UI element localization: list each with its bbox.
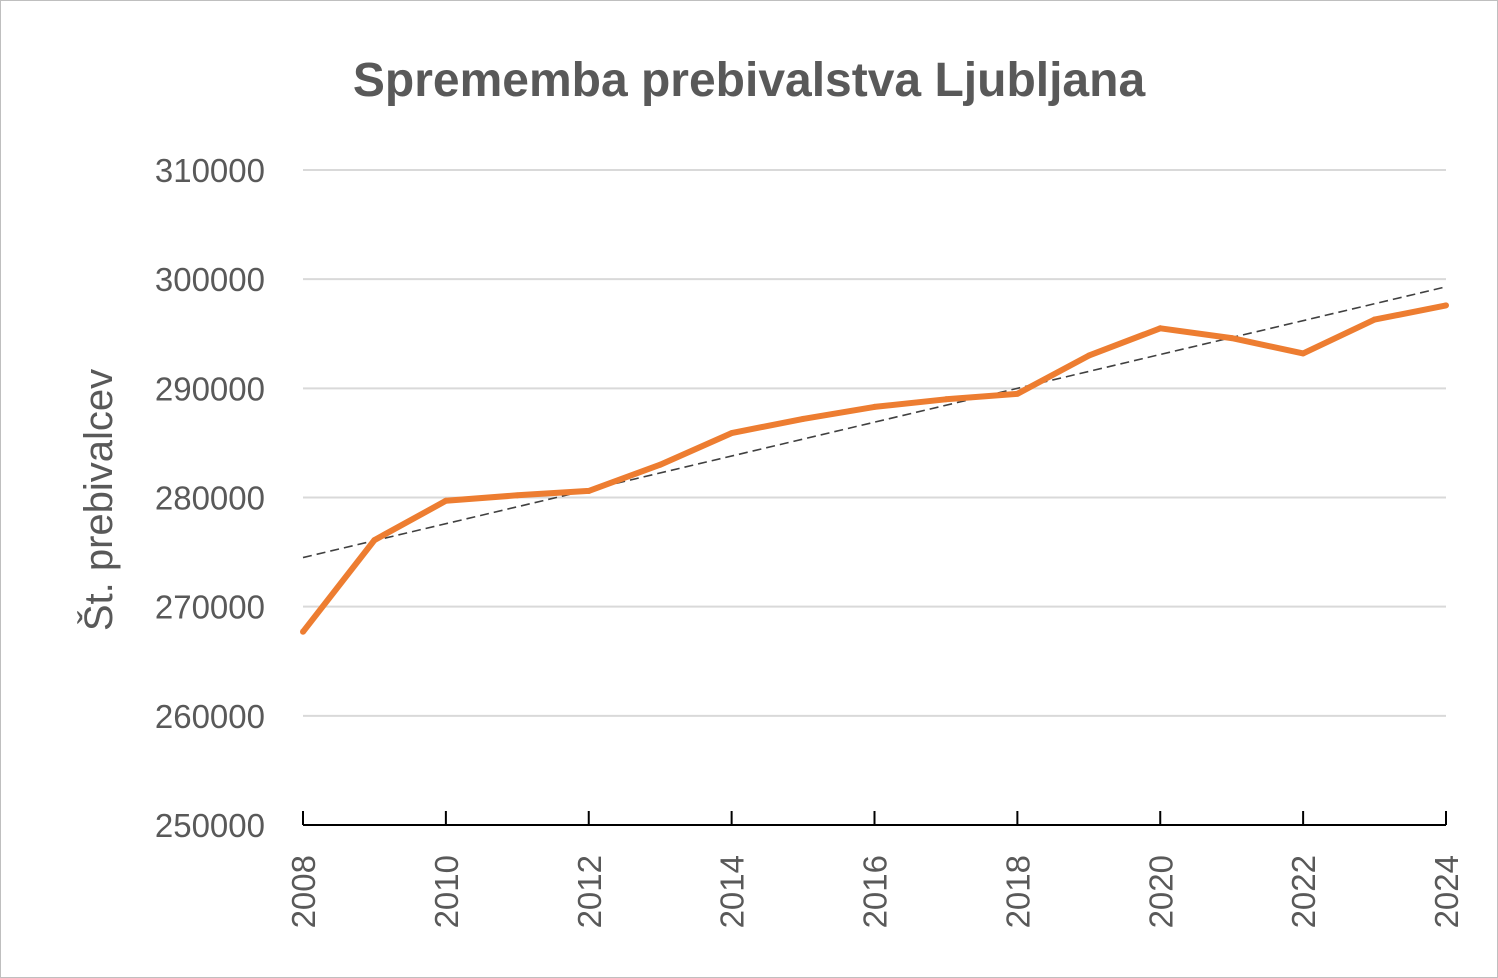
x-tick-label: 2012: [571, 855, 608, 928]
data-point: [1228, 335, 1235, 342]
x-tick-label: 2010: [428, 855, 465, 928]
y-tick-label: 270000: [155, 589, 265, 626]
data-point: [657, 461, 664, 468]
trendline-group: [302, 286, 1447, 559]
data-point: [1443, 302, 1449, 309]
x-tick-label: 2024: [1428, 855, 1465, 928]
data-point: [1371, 316, 1378, 323]
series-line: [300, 302, 1447, 634]
series-group: [300, 302, 1449, 635]
y-tick-label: 280000: [155, 480, 265, 517]
data-point: [1085, 352, 1092, 359]
y-tick-label: 300000: [155, 261, 265, 298]
data-point: [1014, 390, 1021, 397]
chart-title: Sprememba prebivalstva Ljubljana: [353, 54, 1146, 107]
x-tick-label: 2022: [1285, 855, 1322, 928]
x-tick-label: 2016: [857, 855, 894, 928]
y-tick-label: 290000: [155, 370, 265, 407]
data-point: [300, 628, 306, 635]
trendline: [302, 286, 1447, 559]
data-point: [514, 492, 521, 499]
y-tick-label: 310000: [155, 152, 265, 189]
y-tick-label: 250000: [155, 807, 265, 844]
x-tick-label: 2020: [1142, 855, 1179, 928]
x-axis: 2008 2010 2012 2014 2016 2018 2020 2022 2024: [285, 811, 1465, 928]
data-point: [585, 487, 592, 494]
x-tick-label: 2014: [714, 855, 751, 928]
data-point: [942, 396, 949, 403]
x-tick-label: 2008: [285, 855, 322, 928]
data-point: [442, 497, 449, 504]
data-point: [1157, 325, 1164, 332]
y-axis-label: Št. prebivalcev: [76, 369, 121, 631]
data-point: [728, 430, 735, 437]
data-point: [1300, 350, 1307, 357]
gridlines: [303, 169, 1446, 717]
data-point: [371, 537, 378, 544]
data-point: [800, 415, 807, 422]
y-tick-label: 260000: [155, 698, 265, 735]
data-point: [871, 403, 878, 410]
y-axis-ticks: 250000 260000 270000 280000 290000 300000 3100…: [155, 152, 265, 844]
x-tick-label: 2018: [999, 855, 1036, 928]
